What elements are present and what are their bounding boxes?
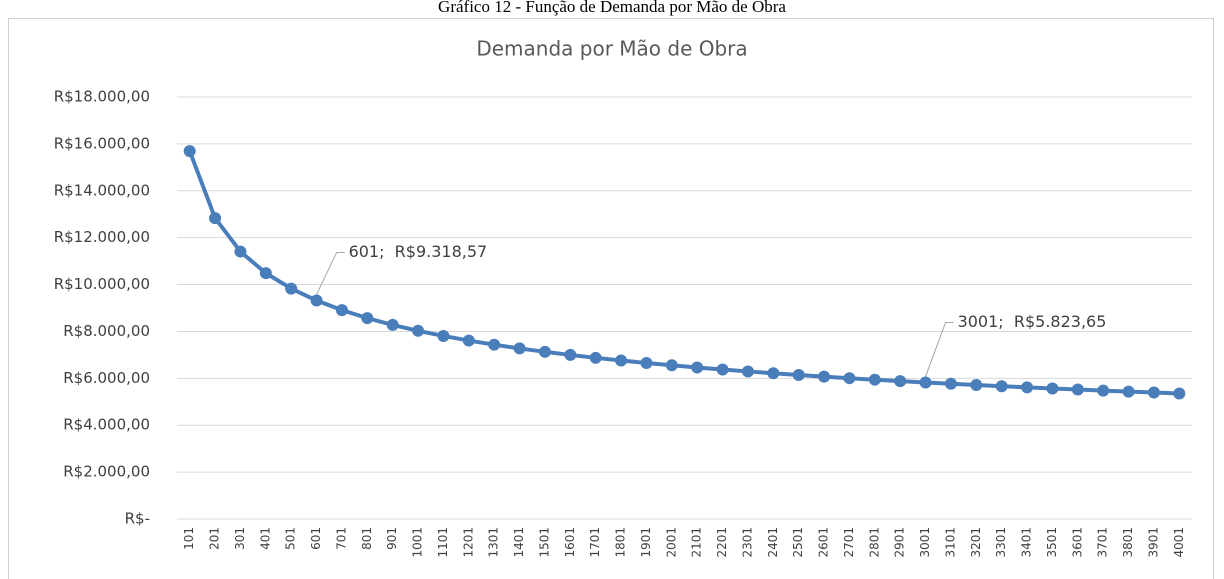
data-point <box>310 294 323 307</box>
data-point <box>437 329 450 342</box>
y-tick-label: R$8.000,00 <box>63 322 150 340</box>
data-point <box>538 345 551 358</box>
x-tick-label: 401 <box>258 527 272 550</box>
x-tick-label: 3101 <box>943 527 957 558</box>
x-tick-label: 1601 <box>563 527 577 558</box>
data-point <box>741 365 754 378</box>
data-point <box>209 212 222 225</box>
x-tick-label: 2801 <box>867 527 881 558</box>
data-point <box>995 380 1008 393</box>
x-tick-label: 1101 <box>436 527 450 558</box>
x-tick-label: 3801 <box>1121 527 1135 558</box>
data-point <box>792 368 805 381</box>
data-point <box>691 361 704 374</box>
x-tick-label: 2601 <box>817 527 831 558</box>
y-tick-label: R$18.000,00 <box>54 88 150 106</box>
data-point <box>183 145 196 158</box>
data-point <box>1173 387 1186 400</box>
x-tick-label: 3401 <box>1020 527 1034 558</box>
y-tick-label: R$- <box>125 510 150 528</box>
data-point <box>894 375 907 388</box>
data-point <box>843 372 856 385</box>
data-point <box>259 267 272 280</box>
x-tick-label: 201 <box>208 527 222 550</box>
data-point <box>1021 381 1034 394</box>
x-tick-label: 3301 <box>994 527 1008 558</box>
data-point <box>868 373 881 386</box>
data-point <box>665 359 678 372</box>
y-tick-label: R$2.000,00 <box>63 463 150 481</box>
chart-title: Demanda por Mão de Obra <box>476 37 747 61</box>
data-label: 3001; R$5.823,65 <box>958 312 1107 331</box>
data-point <box>640 356 653 369</box>
data-point <box>386 318 399 331</box>
x-tick-label: 3501 <box>1045 527 1059 558</box>
data-label: 601; R$9.318,57 <box>349 242 488 261</box>
data-point <box>589 351 602 364</box>
data-point <box>1071 383 1084 396</box>
leader-line <box>316 252 345 295</box>
y-tick-label: R$4.000,00 <box>63 416 150 434</box>
y-tick-label: R$6.000,00 <box>63 369 150 387</box>
data-point <box>767 367 780 380</box>
x-tick-label: 501 <box>284 527 298 550</box>
x-tick-label: 1901 <box>639 527 653 558</box>
data-point <box>564 348 577 361</box>
data-point <box>335 304 348 317</box>
x-tick-label: 1401 <box>512 527 526 558</box>
data-point <box>716 363 729 376</box>
x-tick-label: 3901 <box>1146 527 1160 558</box>
data-point <box>462 334 475 347</box>
x-tick-label: 3701 <box>1096 527 1110 558</box>
x-tick-label: 3001 <box>918 527 932 558</box>
x-tick-label: 1801 <box>614 527 628 558</box>
data-point <box>970 379 983 392</box>
x-tick-label: 4001 <box>1172 527 1186 558</box>
x-tick-label: 1301 <box>487 527 501 558</box>
data-point <box>1122 385 1135 398</box>
data-point <box>1147 386 1160 399</box>
x-tick-label: 1701 <box>588 527 602 558</box>
chart-frame <box>8 18 1214 579</box>
x-tick-label: 2401 <box>766 527 780 558</box>
x-tick-label: 2501 <box>791 527 805 558</box>
data-point <box>361 312 374 325</box>
x-tick-label: 1501 <box>537 527 551 558</box>
data-point <box>234 245 247 258</box>
x-tick-label: 1201 <box>461 527 475 558</box>
x-tick-label: 601 <box>309 527 323 550</box>
x-tick-label: 1001 <box>411 527 425 558</box>
y-tick-label: R$16.000,00 <box>54 134 150 152</box>
data-point <box>513 342 526 355</box>
x-tick-label: 801 <box>360 527 374 550</box>
y-tick-label: R$14.000,00 <box>54 181 150 199</box>
x-tick-label: 2101 <box>690 527 704 558</box>
x-tick-label: 301 <box>233 527 247 550</box>
data-point <box>1097 384 1110 397</box>
x-tick-label: 2701 <box>842 527 856 558</box>
data-line <box>187 150 1180 396</box>
data-point <box>1046 382 1059 395</box>
data-point <box>285 282 298 295</box>
leader-line <box>925 321 954 377</box>
data-point <box>818 370 831 383</box>
y-tick-label: R$10.000,00 <box>54 275 150 293</box>
x-tick-label: 3601 <box>1070 527 1084 558</box>
data-point <box>615 354 628 367</box>
x-tick-label: 2901 <box>893 527 907 558</box>
caption: Gráfico 12 - Função de Demanda por Mão d… <box>438 0 786 16</box>
x-tick-label: 2201 <box>715 527 729 558</box>
x-tick-label: 101 <box>182 527 196 550</box>
x-tick-label: 2301 <box>740 527 754 558</box>
x-tick-label: 701 <box>334 527 348 550</box>
x-tick-label: 3201 <box>969 527 983 558</box>
x-tick-label: 901 <box>385 527 399 550</box>
data-point <box>919 376 932 389</box>
data-point <box>488 338 501 351</box>
data-point <box>412 324 425 337</box>
data-point <box>944 377 957 390</box>
x-tick-label: 2001 <box>664 527 678 558</box>
y-tick-label: R$12.000,00 <box>54 228 150 246</box>
